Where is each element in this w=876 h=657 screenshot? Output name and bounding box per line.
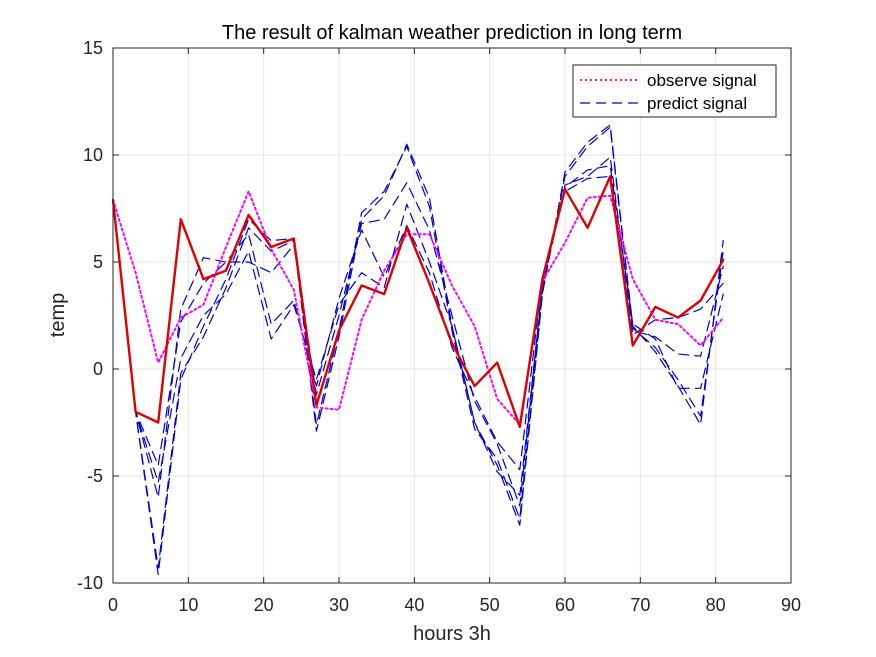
y-tick-label: -5 (87, 466, 103, 486)
x-tick-label: 50 (480, 595, 500, 615)
series-line-4 (112, 165, 724, 496)
chart-title: The result of kalman weather prediction … (222, 22, 682, 44)
legend: observe signal predict signal (572, 64, 777, 118)
x-tick-label: 80 (706, 595, 726, 615)
x-tick-label: 60 (555, 595, 575, 615)
x-tick-label: 40 (404, 595, 424, 615)
y-tick-label: 15 (83, 38, 103, 58)
y-tick-label: 0 (93, 359, 103, 379)
y-tick-label: -10 (77, 573, 103, 593)
series-line-3 (112, 156, 724, 507)
y-axis-label: temp (47, 293, 69, 337)
plot-frame (112, 47, 792, 584)
y-tick-label: 10 (83, 145, 103, 165)
x-tick-label: 90 (781, 595, 801, 615)
x-tick-label: 30 (329, 595, 349, 615)
y-tick-label: 5 (93, 252, 103, 272)
axis-ticks: 0 10 20 30 40 50 60 70 80 90 -10 -5 0 5 10 15 (77, 38, 801, 615)
series-layer (111, 124, 725, 576)
x-tick-label: 10 (178, 595, 198, 615)
x-tick-label: 20 (254, 595, 274, 615)
series-line-6 (111, 175, 725, 428)
series-line-1 (112, 124, 724, 576)
legend-label-observe: observe signal (647, 71, 757, 90)
x-axis-label: hours 3h (413, 623, 491, 645)
x-tick-label: 70 (630, 595, 650, 615)
legend-box (572, 64, 777, 118)
series-line-2 (112, 126, 724, 569)
legend-label-predict: predict signal (647, 94, 747, 113)
x-tick-label: 0 (108, 595, 118, 615)
